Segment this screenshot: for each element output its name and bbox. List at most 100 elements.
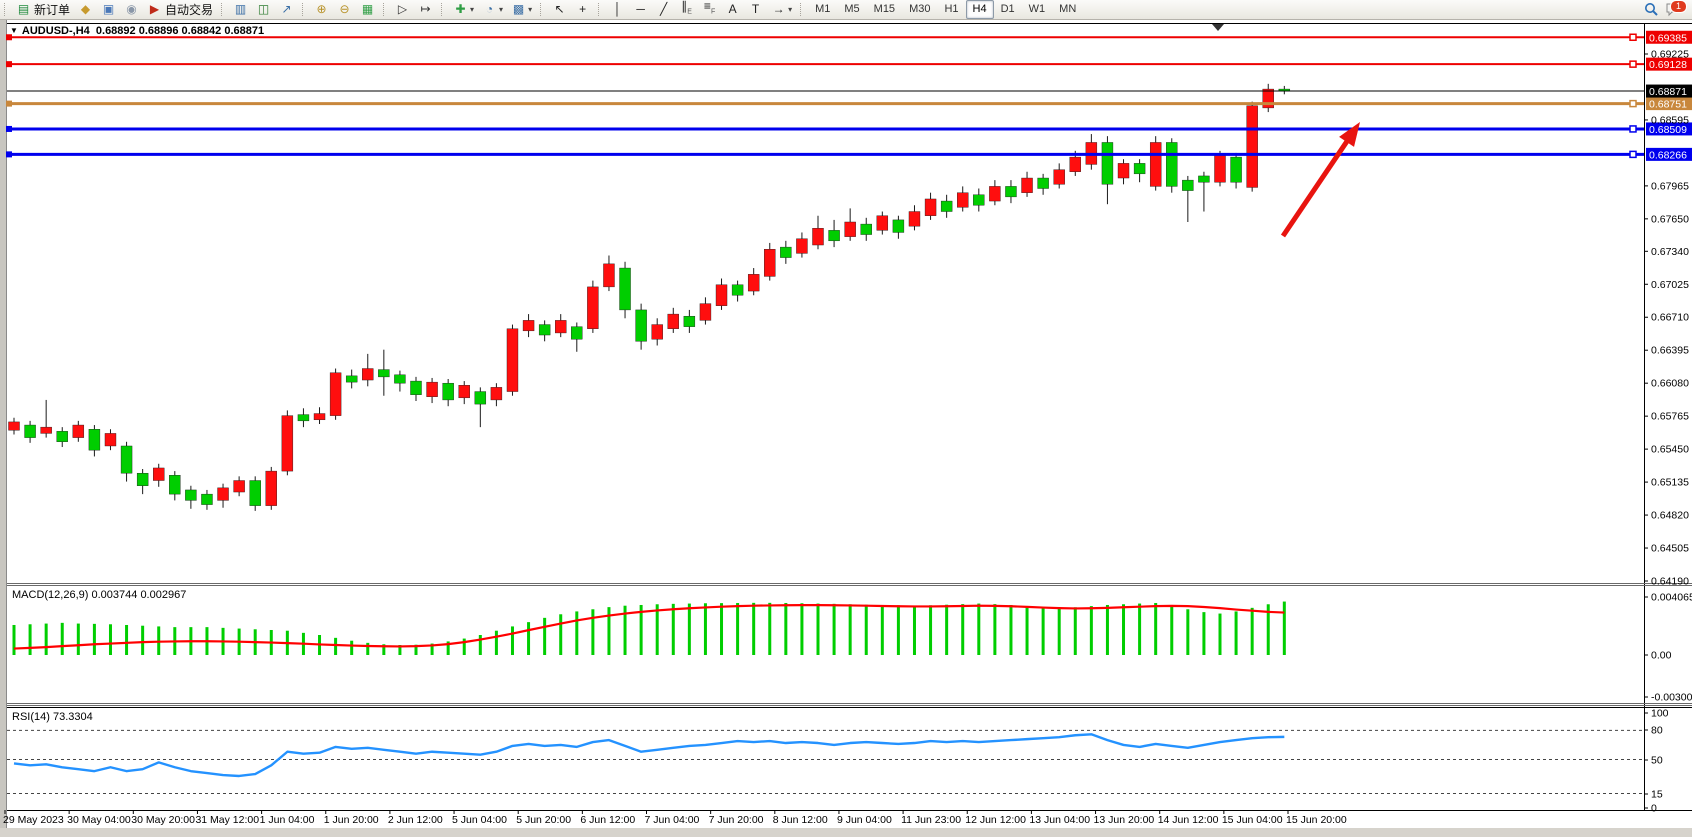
- notification-badge: 1: [1670, 0, 1687, 13]
- profile-button[interactable]: ▣: [97, 0, 120, 19]
- indicators-button[interactable]: ✚ ▾: [449, 0, 478, 19]
- macd-histogram-bar: [350, 640, 354, 655]
- toolbar: ▤ 新订单 ◆ ▣ ◉ ▶ 自动交易 ▥ ◫ ↗ ⊕ ⊖ ▦ ▷ ↦ ✚ ▾ ◔ ▾ ▩ ▾ ↖ + │ ─ ╱ ∥E ≡F A T → ▾ M…: [0, 0, 1692, 20]
- indicators-icon: ✚: [455, 2, 466, 16]
- candle: [1053, 169, 1065, 185]
- macd-histogram-bar: [1266, 604, 1270, 655]
- macd-histogram-bar: [1186, 609, 1190, 655]
- candle: [1166, 142, 1178, 187]
- hline-handle[interactable]: [1629, 60, 1637, 68]
- price-tick-label: 0.68595: [1651, 114, 1689, 126]
- vertical-line-button[interactable]: │: [606, 0, 629, 19]
- macd-histogram-bar: [76, 623, 80, 655]
- timeframe-m30[interactable]: M30: [909, 3, 931, 15]
- hline-handle[interactable]: [1629, 33, 1637, 42]
- macd-histogram-bar: [832, 603, 836, 655]
- macd-histogram-bar: [446, 641, 450, 655]
- price-tag: [1646, 97, 1692, 111]
- candle: [924, 198, 937, 216]
- notifications-button[interactable]: 1: [1662, 0, 1687, 19]
- timeframe-m5[interactable]: M5: [844, 3, 860, 15]
- rsi-line: [13, 733, 1285, 778]
- timeframe-mn[interactable]: MN: [1059, 3, 1077, 15]
- line-chart-button[interactable]: ↗: [275, 0, 298, 19]
- price-tick-label: 0.67650: [1651, 213, 1689, 225]
- candle: [571, 326, 583, 340]
- crosshair-button[interactable]: +: [571, 0, 594, 19]
- autotrading-icon: ▶: [149, 2, 160, 16]
- timeframe-h1[interactable]: H1: [944, 3, 959, 15]
- macd-scale-label: 0.004065: [1651, 592, 1692, 604]
- macd-histogram-bar: [1250, 607, 1254, 655]
- macd-histogram-bar: [334, 637, 338, 655]
- annotation-arrow-head[interactable]: [1339, 122, 1360, 147]
- price-tick-label: 0.69225: [1651, 49, 1689, 61]
- toolbar-grip: [441, 3, 446, 16]
- zoom-in-button[interactable]: ⊕: [310, 0, 333, 19]
- autotrading-button[interactable]: ▶ 自动交易: [143, 0, 217, 19]
- hline-handle[interactable]: [6, 100, 12, 107]
- time-tick-label: 13 Jun 20:00: [1094, 814, 1155, 826]
- timeframe-h4[interactable]: H4: [965, 0, 994, 19]
- macd-histogram-bar: [1202, 612, 1206, 655]
- channel-button[interactable]: ∥E: [675, 0, 698, 19]
- time-tick-label: 12 Jun 12:00: [965, 814, 1026, 826]
- candle: [185, 489, 197, 501]
- toolbar-grip: [540, 3, 545, 16]
- hline-handle[interactable]: [6, 125, 12, 132]
- timeframe-m15[interactable]: M15: [873, 3, 896, 15]
- styler-button[interactable]: ◆: [74, 0, 97, 19]
- candle: [747, 274, 760, 292]
- cursor-button[interactable]: ↖: [548, 0, 571, 19]
- hline-handle[interactable]: [6, 34, 12, 41]
- periods-button[interactable]: ◔ ▾: [478, 0, 507, 19]
- annotation-arrow-shaft[interactable]: [1280, 135, 1352, 238]
- macd-histogram-bar: [141, 625, 145, 655]
- templates-button[interactable]: ▩ ▾: [507, 0, 536, 19]
- price-tag: [1646, 30, 1692, 44]
- tile-windows-button[interactable]: ▦: [356, 0, 379, 19]
- zoom-out-button[interactable]: ⊖: [333, 0, 356, 19]
- timeframe-w1[interactable]: W1: [1028, 3, 1046, 15]
- hline-handle[interactable]: [1629, 99, 1637, 108]
- bar-chart-button[interactable]: ▥: [229, 0, 252, 19]
- candle: [715, 284, 728, 306]
- macd-histogram-bar: [687, 603, 691, 655]
- hline-handle[interactable]: [6, 61, 12, 68]
- macd-histogram-bar: [993, 604, 997, 655]
- signals-button[interactable]: ◉: [120, 0, 143, 19]
- candlestick-button[interactable]: ◫: [252, 0, 275, 19]
- candle: [1133, 163, 1146, 175]
- chart-shift-button[interactable]: ↦: [414, 0, 437, 19]
- macd-histogram-bar: [623, 605, 627, 655]
- macd-histogram-bar: [977, 603, 981, 655]
- candle: [281, 415, 294, 472]
- candle: [24, 424, 36, 438]
- macd-histogram-bar: [945, 604, 949, 655]
- candle: [362, 368, 374, 381]
- timeframe-m1[interactable]: M1: [815, 3, 831, 15]
- candle: [136, 472, 149, 486]
- new-order-icon: ▤: [17, 2, 30, 16]
- horizontal-line-button[interactable]: ─: [629, 0, 652, 19]
- text-label-button[interactable]: T: [744, 0, 767, 19]
- macd-histogram-bar: [607, 607, 611, 655]
- timeframe-d1[interactable]: D1: [1000, 3, 1015, 15]
- new-order-button[interactable]: ▤ 新订单: [12, 0, 74, 19]
- zoom-in-icon: ⊕: [316, 2, 327, 16]
- auto-scroll-button[interactable]: ▷: [391, 0, 414, 19]
- hline-handle[interactable]: [6, 151, 12, 158]
- arrows-button[interactable]: → ▾: [767, 0, 796, 19]
- text-button[interactable]: A: [721, 0, 744, 19]
- trendline-button[interactable]: ╱: [652, 0, 675, 19]
- fibonacci-button[interactable]: ≡F: [698, 0, 721, 19]
- macd-histogram-bar: [784, 602, 788, 655]
- macd-histogram-bar: [800, 603, 804, 655]
- search-button[interactable]: [1640, 1, 1662, 19]
- hline-handle[interactable]: [1629, 150, 1637, 159]
- hline-handle[interactable]: [1629, 125, 1637, 133]
- macd-histogram-bar: [752, 602, 756, 655]
- toolbar-group-chart-type: ▥ ◫ ↗: [217, 0, 298, 19]
- time-tick-label: 14 Jun 12:00: [1158, 814, 1219, 826]
